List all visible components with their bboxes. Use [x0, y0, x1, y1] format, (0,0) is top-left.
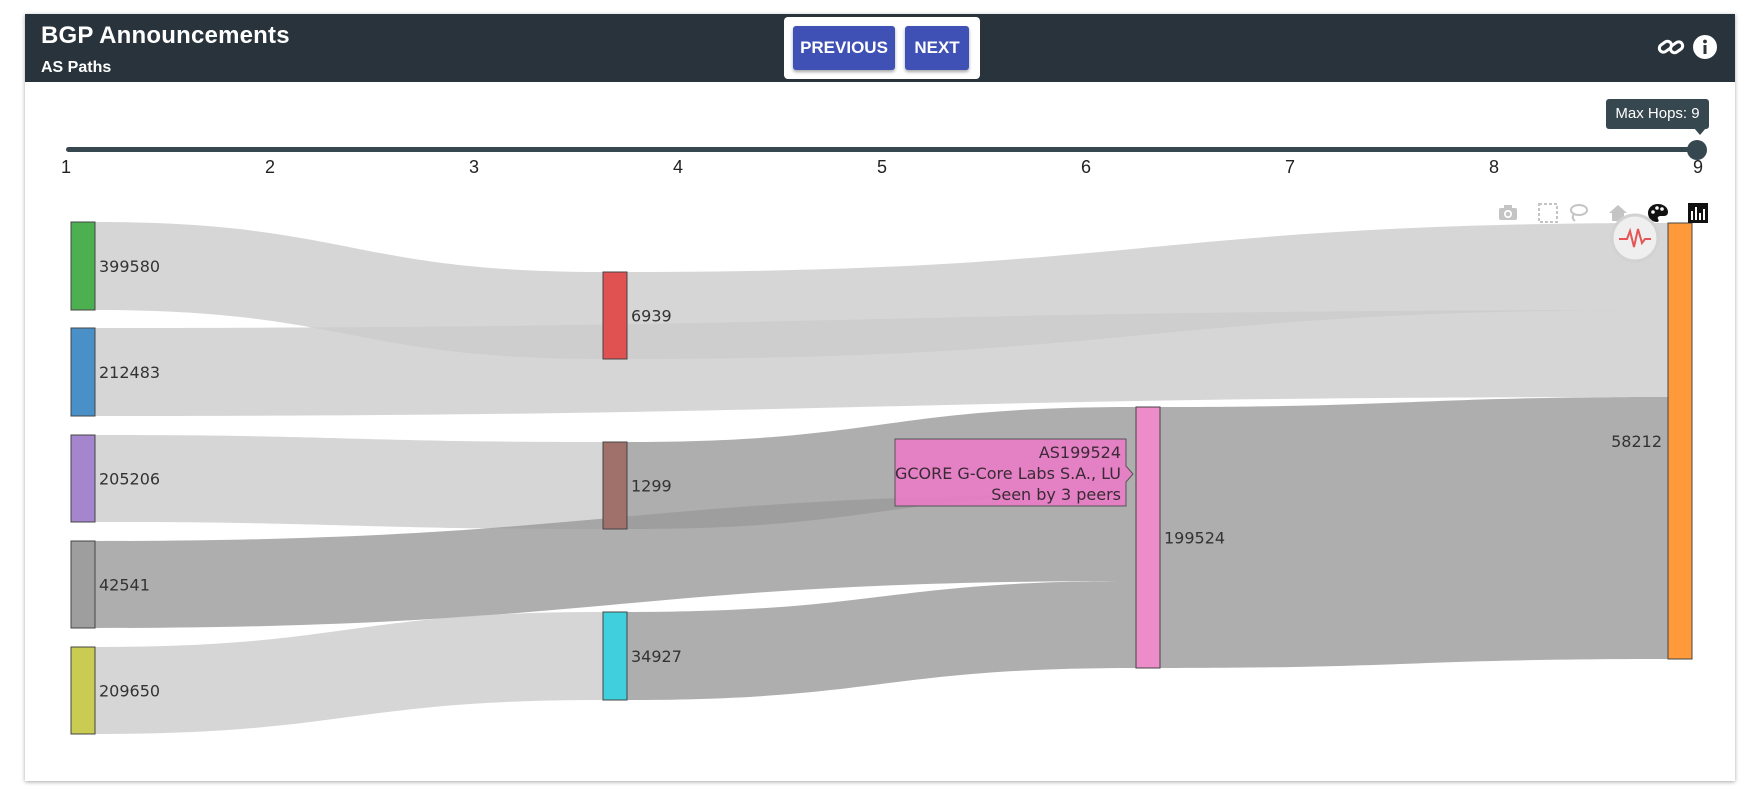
previous-button[interactable]: PREVIOUS	[793, 26, 895, 70]
sankey-node[interactable]	[70, 540, 96, 629]
hops-slider-thumb[interactable]	[1687, 140, 1707, 160]
sankey-node[interactable]	[1667, 222, 1693, 660]
sankey-node-label: 42541	[99, 576, 150, 595]
hops-slider[interactable]	[66, 147, 1696, 152]
sankey-node[interactable]	[70, 221, 96, 311]
hover-tooltip-line: Seen by 3 peers	[991, 485, 1121, 504]
plotly-logo-icon	[1609, 212, 1661, 264]
slider-tick: 5	[876, 157, 888, 177]
sankey-node[interactable]	[602, 441, 628, 530]
slider-tick: 7	[1284, 157, 1296, 177]
sankey-link[interactable]	[95, 310, 1668, 416]
sankey-node-label: 58212	[1611, 432, 1662, 451]
slider-tick: 8	[1488, 157, 1500, 177]
slider-tick: 2	[264, 157, 276, 177]
slider-tick: 3	[468, 157, 480, 177]
next-button[interactable]: NEXT	[905, 26, 969, 70]
nav-button-group: PREVIOUS NEXT	[784, 17, 980, 79]
sankey-link[interactable]	[95, 494, 1136, 628]
sankey-node-label: 6939	[631, 307, 672, 326]
sankey-node-label: 34927	[631, 647, 682, 666]
slider-tick: 6	[1080, 157, 1092, 177]
slider-tick: 4	[672, 157, 684, 177]
sankey-link[interactable]	[627, 581, 1136, 700]
slider-tick: 1	[60, 157, 72, 177]
sankey-node-label: 1299	[631, 477, 672, 496]
slider-tick: 9	[1692, 157, 1704, 177]
sankey-node-label: 205206	[99, 470, 160, 489]
sankey-node[interactable]	[1135, 406, 1161, 669]
sankey-node[interactable]	[602, 271, 628, 360]
sankey-node[interactable]	[70, 434, 96, 523]
link-icon[interactable]	[1657, 33, 1685, 61]
sankey-node-label: 199524	[1164, 529, 1225, 548]
palette-icon[interactable]	[1646, 202, 1670, 224]
sankey-node-label: 212483	[99, 363, 160, 382]
sankey-node-label: 399580	[99, 257, 160, 276]
lasso-select-icon[interactable]	[1566, 202, 1590, 224]
sankey-node[interactable]	[602, 611, 628, 701]
sankey-link[interactable]	[95, 435, 603, 529]
camera-icon[interactable]	[1496, 202, 1520, 224]
sankey-link[interactable]	[627, 223, 1668, 359]
max-hops-tooltip: Max Hops: 9	[1606, 99, 1709, 135]
bar-chart-icon[interactable]	[1686, 202, 1710, 224]
hover-tooltip	[894, 438, 1134, 507]
hover-tooltip-line: GCORE G-Core Labs S.A., LU	[895, 464, 1121, 483]
sankey-node[interactable]	[70, 646, 96, 735]
sankey-node-label: 209650	[99, 682, 160, 701]
sankey-link[interactable]	[95, 612, 603, 734]
sankey-link[interactable]	[627, 407, 1136, 529]
sankey-node[interactable]	[70, 327, 96, 417]
page-subtitle: AS Paths	[41, 59, 112, 76]
hover-tooltip-line: AS199524	[1039, 443, 1121, 462]
sankey-link[interactable]	[1160, 397, 1668, 668]
page-title: BGP Announcements	[41, 22, 290, 49]
info-icon[interactable]	[1691, 33, 1719, 61]
card-header: BGP Announcements AS Paths PREVIOUS NEXT	[25, 14, 1735, 82]
sankey-link[interactable]	[95, 222, 603, 359]
box-select-icon[interactable]	[1536, 202, 1560, 224]
